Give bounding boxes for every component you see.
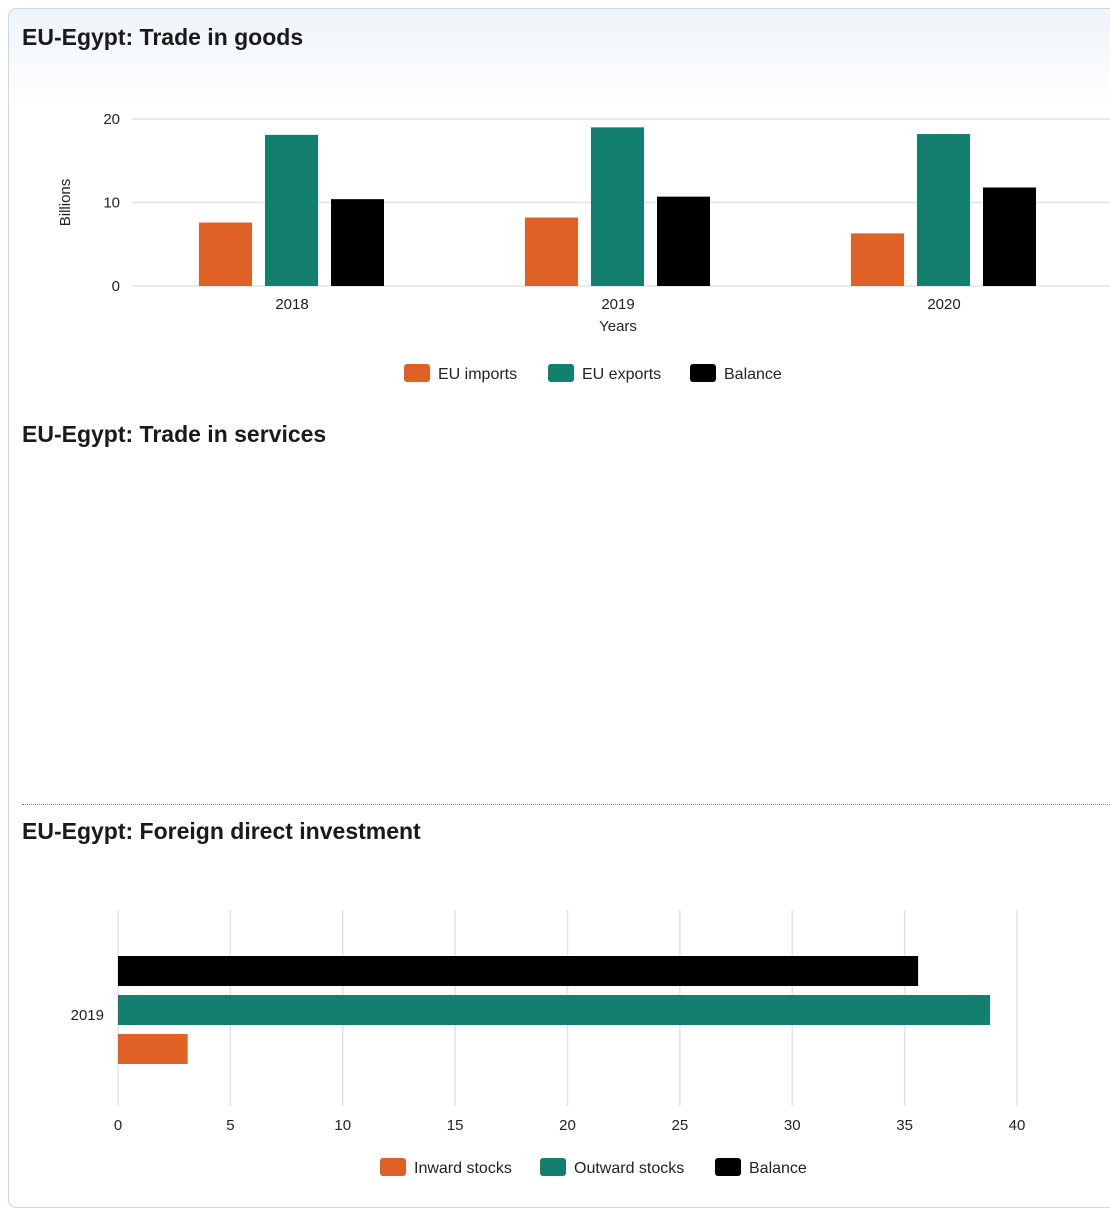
goods-bar-eu-imports-2020 (851, 233, 904, 286)
fdi-legend-swatch-2 (715, 1158, 741, 1176)
fdi-xtick-3: 15 (447, 1117, 464, 1134)
services-chart-title: EU-Egypt: Trade in services (22, 421, 327, 447)
goods-bar-eu-imports-2018 (199, 222, 252, 286)
goods-xtick-1: 2019 (601, 296, 634, 313)
fdi-bar-outward-stocks-2019 (118, 995, 991, 1025)
goods-bar-balance-2019 (657, 196, 710, 286)
fdi-chart-title: EU-Egypt: Foreign direct investment (22, 818, 421, 844)
fdi-xtick-2: 10 (334, 1117, 351, 1134)
goods-ytick-2: 20 (103, 111, 120, 128)
fdi-xtick-0: 0 (114, 1117, 122, 1134)
goods-xtick-0: 2018 (275, 296, 308, 313)
fdi-bar-balance-2019 (118, 956, 919, 986)
fdi-xtick-8: 40 (1009, 1117, 1026, 1134)
goods-bar-eu-exports-2020 (917, 134, 970, 286)
fdi-xtick-5: 25 (672, 1117, 689, 1134)
goods-legend-label-1: EU exports (582, 366, 661, 383)
goods-xtick-2: 2020 (927, 296, 960, 313)
fdi-legend-label-2: Balance (749, 1160, 807, 1177)
fdi-legend-swatch-1 (540, 1158, 566, 1176)
goods-legend-label-0: EU imports (438, 366, 517, 383)
goods-legend-label-2: Balance (724, 366, 782, 383)
goods-bar-eu-imports-2019 (525, 217, 578, 286)
goods-ytick-0: 0 (112, 278, 120, 295)
goods-bar-balance-2020 (983, 187, 1036, 286)
goods-y-axis-title: Billions (57, 179, 74, 227)
fdi-legend-label-0: Inward stocks (414, 1160, 512, 1177)
goods-legend-swatch-0 (404, 364, 430, 382)
section-divider (22, 804, 1110, 805)
goods-bar-balance-2018 (331, 199, 384, 286)
goods-ytick-1: 10 (103, 195, 120, 212)
goods-chart: 0 10 20 Billions 2018 2019 2020 Years EU imports… (57, 111, 1110, 383)
goods-x-axis-title: Years (599, 318, 637, 335)
fdi-bar-inward-stocks-2019 (118, 1034, 188, 1064)
goods-bar-eu-exports-2019 (591, 127, 644, 286)
fdi-legend-swatch-0 (380, 1158, 406, 1176)
fdi-legend-label-1: Outward stocks (574, 1160, 684, 1177)
fdi-xtick-7: 35 (896, 1117, 913, 1134)
fdi-xtick-4: 20 (559, 1117, 576, 1134)
goods-chart-title: EU-Egypt: Trade in goods (22, 24, 304, 50)
goods-legend-swatch-2 (690, 364, 716, 382)
fdi-ytick-0: 2019 (71, 1007, 104, 1024)
fdi-xtick-6: 30 (784, 1117, 801, 1134)
goods-bar-eu-exports-2018 (265, 134, 318, 286)
goods-legend-swatch-1 (548, 364, 574, 382)
fdi-xtick-1: 5 (226, 1117, 234, 1134)
